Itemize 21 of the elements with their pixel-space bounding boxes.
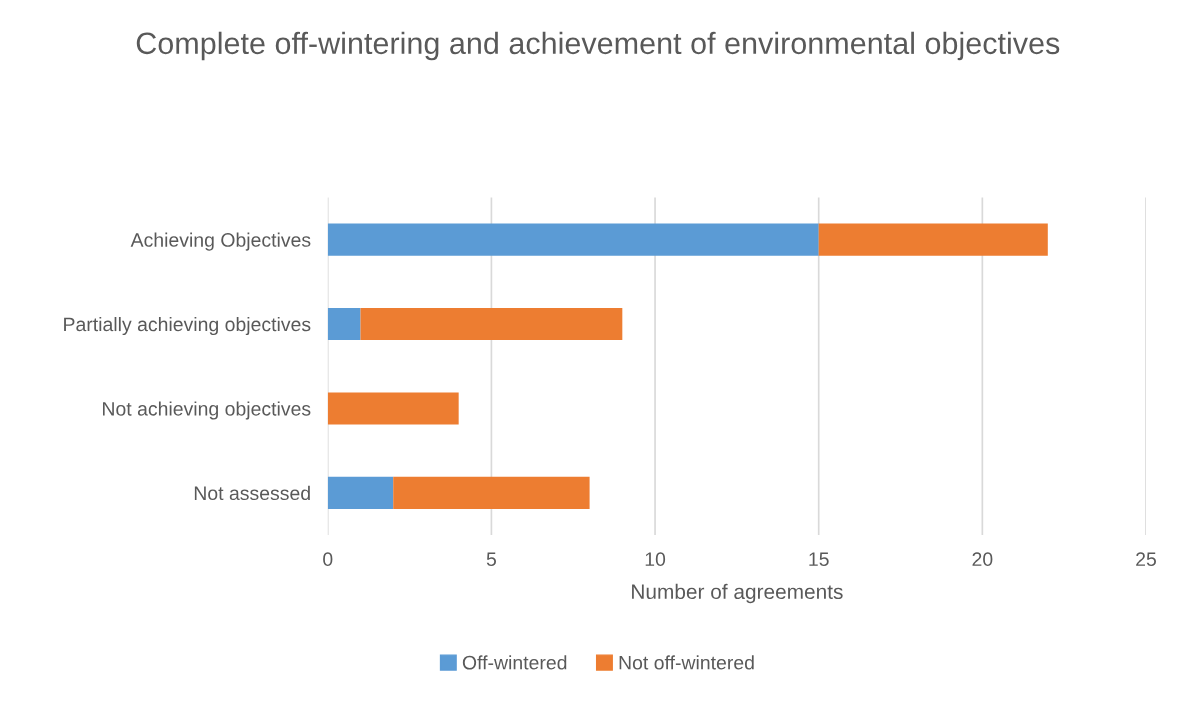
bar [327, 223, 819, 256]
x-tick-label: 10 [645, 552, 666, 567]
y-tick-label: Not assessed [194, 485, 310, 501]
x-tick-label: 25 [1136, 552, 1156, 567]
y-tick-label: Achieving Objectives [130, 232, 311, 251]
bar [327, 392, 459, 425]
x-axis-title: Number of agreements [632, 583, 843, 604]
legend-label: Off-wintered [462, 655, 567, 670]
y-tick-label: Partially achieving objectives [64, 316, 311, 336]
x-tick-label: 15 [809, 552, 829, 567]
bar [360, 308, 623, 341]
y-tick-label: Not achieving objectives [103, 401, 311, 420]
x-tick-label: 0 [323, 552, 333, 567]
bar [818, 223, 1048, 256]
x-tick-label: 20 [972, 552, 993, 567]
legend-label: Not off-wintered [619, 655, 754, 670]
bar [393, 476, 590, 509]
chart-title: Complete off-wintering and achievement of environmental objectives [136, 31, 1060, 61]
x-tick-label: 5 [486, 552, 496, 567]
bar [327, 476, 394, 509]
bar [327, 308, 361, 341]
